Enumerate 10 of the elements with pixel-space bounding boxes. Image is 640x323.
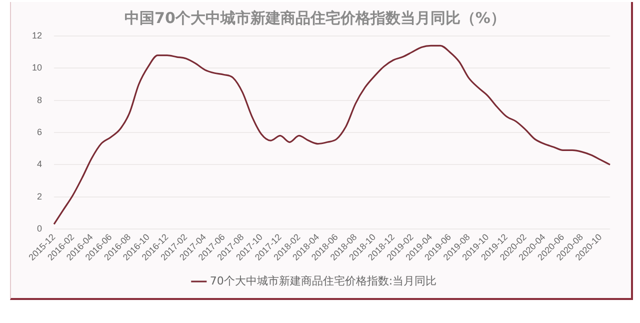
y-tick-label: 12 — [32, 30, 42, 40]
y-tick-label: 2 — [36, 191, 42, 202]
chart-title: 中国70个大中城市新建商品住宅价格指数当月同比（%） — [124, 8, 506, 27]
y-tick-label: 6 — [36, 126, 42, 137]
legend-label: 70个大中城市新建商品住宅价格指数:当月同比 — [210, 274, 437, 288]
y-tick-label: 10 — [32, 62, 42, 73]
y-tick-label: 0 — [36, 223, 42, 234]
y-tick-label: 8 — [36, 94, 42, 105]
line-series — [53, 44, 611, 225]
y-tick-label: 4 — [36, 159, 42, 170]
